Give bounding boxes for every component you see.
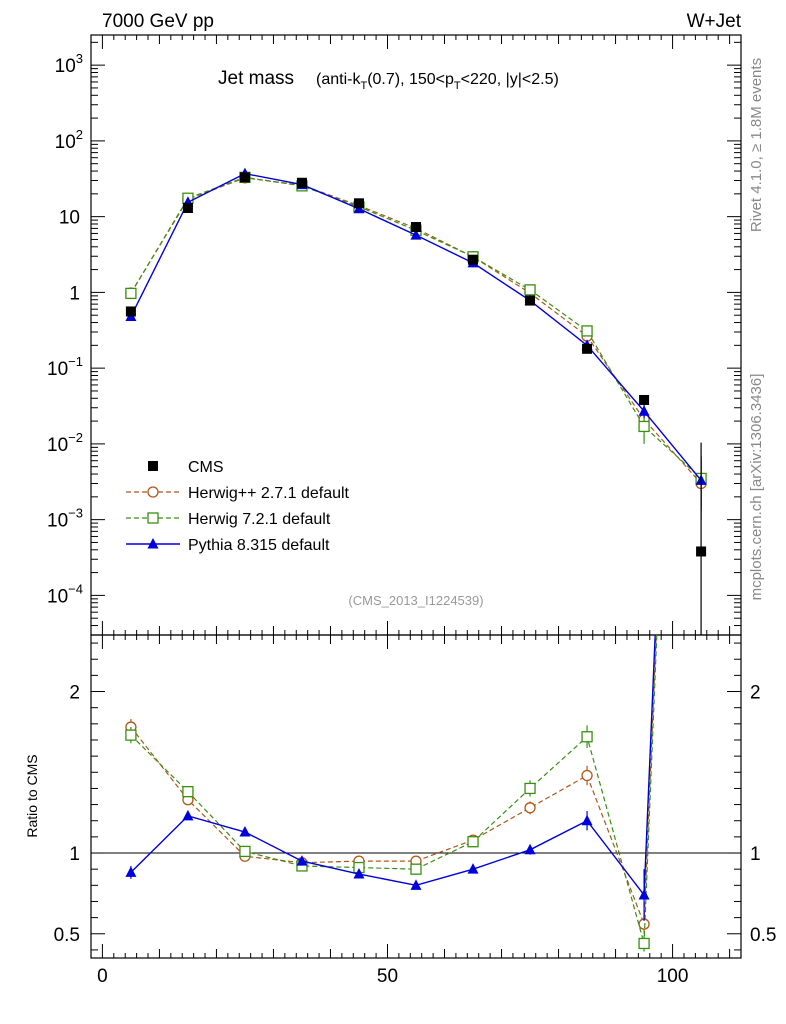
point-herwig7 [638,420,650,433]
title-detail: (anti-kT(0.7), 150<pT<220, |y|<2.5) [316,71,559,92]
legend-label-pythia: Pythia 8.315 default [188,537,330,554]
legend-marker-herwigpp [147,486,159,498]
point-cms [182,203,193,214]
legend-item-herwig7: Herwig 7.2.1 default [126,511,331,528]
main-y-tick-labels: 10−4 10−3 10−2 10−1 1 10 102 103 [47,51,83,607]
plot-title: Jet mass (anti-kT(0.7), 150<pT<220, |y|<… [218,68,559,92]
main-axis-ticks [91,35,741,636]
series-line-pythia [130,172,702,481]
point-cms [353,198,364,209]
point-cms [582,343,593,354]
point-pythia [410,229,422,240]
ratio-point-herwig7 [410,863,422,875]
beam-energy-label: 7000 GeV pp [102,11,214,32]
main-y-tick-label: 10−3 [47,506,83,532]
ratio-point-pythia [239,826,251,837]
ratio-y-tick-label-right: 1 [750,844,761,865]
ratio-point-herwigpp [524,802,536,814]
ratio-point-pythia [410,879,422,890]
mcplots-reference-label: mcplots.cern.ch [arXiv:1306.3436] [748,374,765,601]
series-cms [125,172,707,635]
point-cms [125,306,136,317]
point-herwig7 [125,287,137,300]
point-cms [696,546,707,557]
main-y-tick-label: 102 [55,127,83,153]
point-herwig7 [581,325,593,337]
series-line-herwig7 [130,176,702,479]
x-tick-label: 100 [657,966,689,987]
legend-item-cms: CMS [148,459,224,476]
ratio-point-herwig7 [182,786,194,798]
ratio-point-herwig7 [581,731,593,743]
legend-marker-herwig7 [147,512,159,524]
legend-marker-pythia [147,538,159,549]
ratio-point-pythia [467,863,479,874]
ratio-point-herwig7 [524,782,536,795]
x-tick-label: 0 [97,966,108,987]
point-cms [239,172,250,183]
ratio-panel-frame [90,634,742,959]
main-y-tick-label: 10−4 [47,581,83,607]
ratio-point-herwigpp [581,769,593,782]
ratio-line-pythia [130,635,656,897]
legend-marker-cms [148,461,158,471]
analysis-id-label: (CMS_2013_I1224539) [348,593,483,608]
legend-item-pythia: Pythia 8.315 default [126,537,330,554]
ratio-point-herwig7 [467,836,479,848]
main-y-tick-label: 103 [55,51,83,77]
ratio-point-pythia [296,855,308,866]
ratio-y-tick-label-left: 0.5 [54,925,80,946]
point-herwig7 [524,284,536,296]
ratio-point-pythia [125,866,137,877]
ratio-point-herwig7 [239,845,251,858]
ratio-point-pythia [182,809,194,821]
point-cms [468,254,479,265]
ratio-point-pythia [638,889,650,900]
ratio-y-tick-labels: 0.5 0.5 1 1 2 2 [54,683,777,946]
ratio-series-group [125,635,658,952]
ratio-point-herwig7 [638,937,650,950]
x-tick-labels: 0 50 100 [97,966,688,987]
ratio-point-pythia [524,843,536,855]
legend: CMS Herwig++ 2.7.1 default Herwig 7.2.1 de… [126,459,350,554]
point-cms [525,295,536,306]
main-y-tick-label: 10−2 [47,430,83,456]
ratio-y-tick-label-right: 2 [750,683,761,704]
point-cms [639,394,650,405]
ratio-y-tick-label-right: 0.5 [750,925,776,946]
ratio-y-axis-label: Ratio to CMS [24,754,40,837]
point-pythia [638,405,650,416]
legend-label-herwigpp: Herwig++ 2.7.1 default [188,485,350,502]
ratio-series-herwig7 [125,635,658,952]
point-cms [296,177,307,188]
title-main: Jet mass [218,68,294,89]
ratio-point-pythia [581,814,593,826]
process-label: W+Jet [687,11,742,32]
legend-label-cms: CMS [188,459,224,476]
ratio-y-tick-label-left: 1 [69,844,80,865]
ratio-line-herwig7 [130,635,658,944]
point-cms [411,221,421,232]
main-y-tick-label: 10−1 [47,354,83,380]
main-series-group [125,167,707,635]
main-y-tick-label: 1 [69,283,80,304]
ratio-y-tick-label-left: 2 [69,683,80,704]
ratio-point-herwig7 [125,729,137,741]
legend-item-herwigpp: Herwig++ 2.7.1 default [126,485,350,502]
rivet-version-label: Rivet 4.1.0, ≥ 1.8M events [748,58,765,232]
ratio-point-pythia [353,868,365,879]
ratio-series-pythia [125,635,656,921]
legend-label-herwig7: Herwig 7.2.1 default [188,511,331,528]
x-tick-label: 50 [377,966,398,987]
main-y-tick-label: 10 [59,208,80,229]
